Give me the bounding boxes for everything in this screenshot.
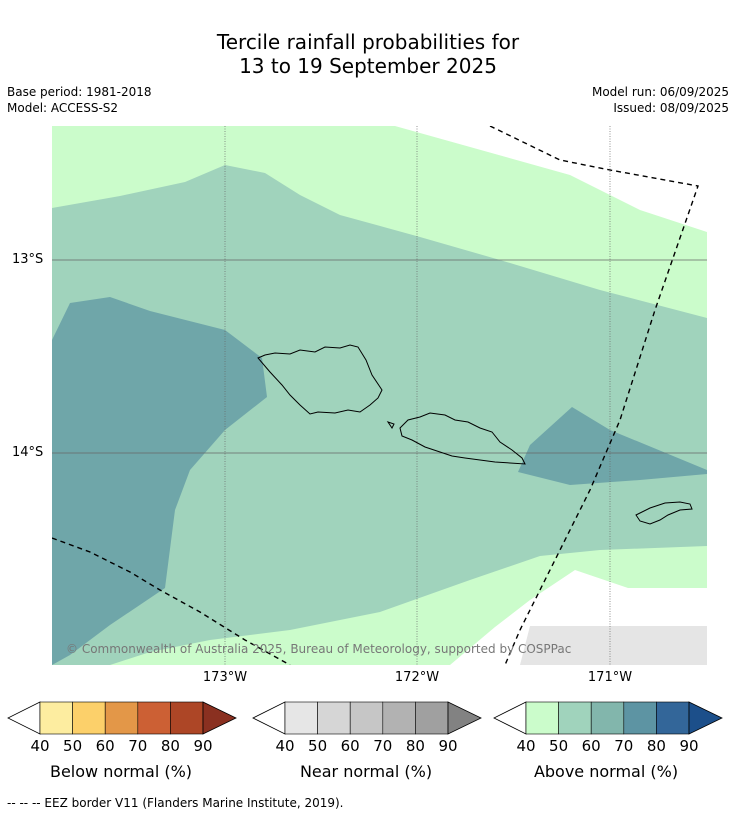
- below-colorbar-tick: 80: [161, 737, 180, 755]
- savaii-island: [257, 344, 383, 415]
- above-colorbar-tick: 60: [582, 737, 601, 755]
- near-colorbar-segment: [415, 701, 449, 735]
- below-colorbar-segment: [170, 701, 204, 735]
- near-colorbar-tick: 60: [341, 737, 360, 755]
- below-colorbar-tick: 90: [193, 737, 212, 755]
- above-colorbar-tick: 40: [516, 737, 535, 755]
- title-line-2: 13 to 19 September 2025: [239, 54, 497, 78]
- above-colorbar-segment: [656, 701, 690, 735]
- issued-date: Issued: 08/09/2025: [613, 101, 729, 115]
- below-colorbar-segment: [72, 701, 106, 735]
- lat-label-13s: 13°S: [12, 252, 44, 267]
- upolu-island: [399, 412, 526, 465]
- islands: [257, 344, 693, 525]
- below-normal-label: Below normal (%): [49, 762, 193, 781]
- model-name: Model: ACCESS-S2: [7, 101, 119, 115]
- near-colorbar-tick: 40: [275, 737, 294, 755]
- meta-left: Base period: 1981-2018 Model: ACCESS-S2: [7, 84, 152, 116]
- near-colorbar-tick: 70: [373, 737, 392, 755]
- above-colorbar-segment: [623, 701, 657, 735]
- lat-gridlines: [52, 259, 707, 454]
- lon-label-171w: 171°W: [587, 670, 633, 685]
- near-colorbar-segment: [284, 701, 318, 735]
- near-normal-label: Near normal (%): [299, 762, 433, 781]
- below-colorbar-segment: [104, 701, 139, 735]
- base-period: Base period: 1981-2018: [7, 85, 152, 99]
- below-colorbar-segment: [39, 701, 73, 735]
- lon-label-172w: 172°W: [394, 670, 440, 685]
- above-50-region: [52, 165, 707, 665]
- near-colorbar-segment: [317, 701, 351, 735]
- colorbars: 40 50 60 70 80 90 40 50 60 70 80 90 40 50 60 70 80 90: [7, 701, 723, 755]
- lon-label-173w: 173°W: [202, 670, 248, 685]
- eez-footer-note: -- -- -- EEZ border V11 (Flanders Marine…: [7, 796, 344, 810]
- lat-label-14s: 14°S: [12, 445, 44, 460]
- above-colorbar-tick: 70: [614, 737, 633, 755]
- near-colorbar-max-extend: [447, 701, 482, 735]
- below-colorbar-tick: 70: [128, 737, 147, 755]
- above-normal-label: Above normal (%): [533, 762, 679, 781]
- map-title: Tercile rainfall probabilities for 13 to…: [0, 30, 736, 78]
- model-run: Model run: 06/09/2025: [591, 85, 729, 99]
- below-colorbar-segment: [137, 701, 171, 735]
- above-colorbar-segment: [558, 701, 592, 735]
- copyright-text: © Commonwealth of Australia 2025, Bureau…: [66, 642, 571, 656]
- manono-islet: [386, 421, 395, 429]
- above-colorbar-tick: 50: [549, 737, 568, 755]
- eez-border: [52, 126, 699, 665]
- below-colorbar-tick: 50: [63, 737, 82, 755]
- no-data-region: [520, 626, 707, 665]
- above-colorbar-tick: 80: [647, 737, 666, 755]
- above-colorbar-min-extend: [493, 701, 527, 735]
- title-line-1: Tercile rainfall probabilities for: [216, 30, 520, 54]
- near-colorbar-min-extend: [252, 701, 286, 735]
- above-colorbar-segment: [590, 701, 625, 735]
- map-area: © Commonwealth of Australia 2025, Bureau…: [52, 126, 707, 665]
- above-colorbar-segment: [525, 701, 559, 735]
- above-60-west-region: [52, 297, 267, 665]
- above-colorbar-tick: 90: [679, 737, 698, 755]
- near-colorbar-tick: 80: [406, 737, 425, 755]
- meta-right: Model run: 06/09/2025 Issued: 08/09/2025: [592, 84, 729, 116]
- near-colorbar-segment: [349, 701, 384, 735]
- near-colorbar-tick: 50: [308, 737, 327, 755]
- above-colorbar-max-extend: [688, 701, 723, 735]
- tutuila-island: [635, 501, 693, 525]
- above-60-east-region: [518, 407, 707, 485]
- below-colorbar-min-extend: [7, 701, 41, 735]
- near-colorbar-segment: [382, 701, 416, 735]
- below-colorbar-tick: 60: [96, 737, 115, 755]
- below-colorbar-max-extend: [202, 701, 237, 735]
- below-colorbar-tick: 40: [30, 737, 49, 755]
- near-colorbar-tick: 90: [438, 737, 457, 755]
